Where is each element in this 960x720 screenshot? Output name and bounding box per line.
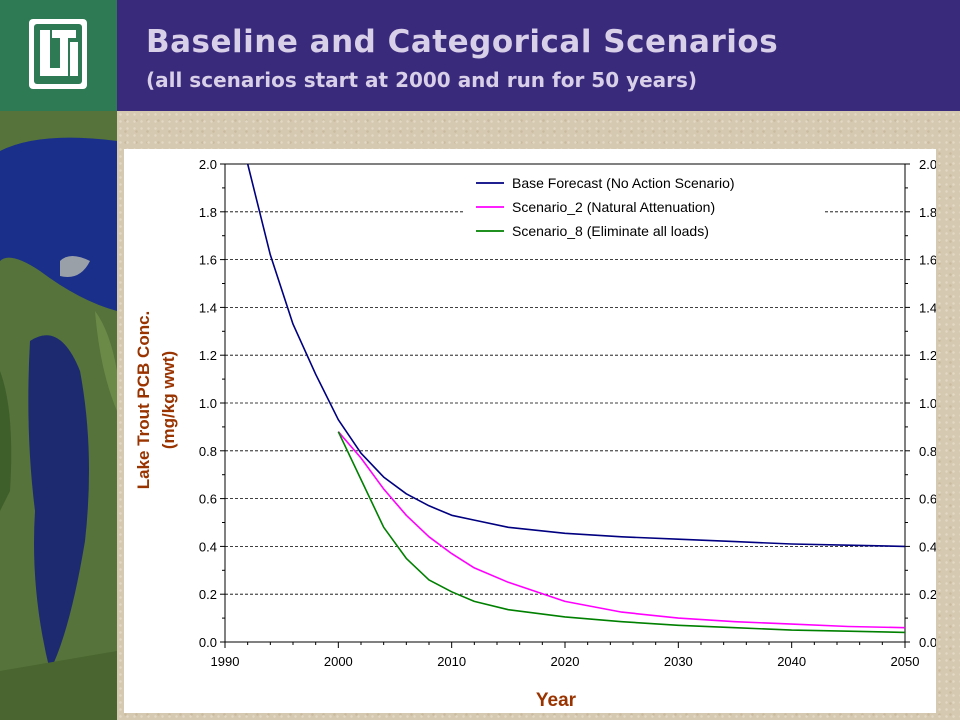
slide-subtitle: (all scenarios start at 2000 and run for… [146,68,698,92]
y-tick-label-left: 0.4 [199,539,217,554]
x-tick-label: 2040 [777,654,806,669]
series-line-3 [337,431,906,634]
y-axis-label-line1: Lake Trout PCB Conc. [134,311,153,490]
y-tick-label-left: 0.6 [199,492,217,507]
y-tick-label-right: 1.6 [919,253,936,268]
y-tick-label-right: 0.8 [919,444,936,459]
y-tick-label-left: 1.0 [199,396,217,411]
y-tick-label-right: 0.0 [919,635,936,650]
y-tick-label-right: 1.8 [919,205,936,220]
y-axis-label-line2: (mg/kg wwt) [159,351,178,449]
line-chart: 0.0 0.0 0.2 0.2 0.4 0.4 0.6 0.6 0.8 0.8 1.0 1.0 1.2 1… [134,157,937,711]
x-tick-label: 2010 [437,654,466,669]
x-tick-label: 2020 [551,654,580,669]
y-tick-label-left: 2.0 [199,157,217,172]
legend-label-3: Scenario_8 (Eliminate all loads) [512,223,709,239]
y-tick-label-left: 0.2 [199,587,217,602]
slide-title: Baseline and Categorical Scenarios [146,24,779,60]
y-tick-label-right: 2.0 [919,157,936,172]
y-tick-label-left: 0.8 [199,444,217,459]
y-tick-label-left: 1.4 [199,300,217,315]
y-tick-label-right: 0.6 [919,492,936,507]
slide-header [0,0,960,111]
y-tick-label-left: 1.2 [199,348,217,363]
series-line-2 [337,431,906,629]
satellite-image [0,111,117,720]
x-tick-label: 2050 [891,654,920,669]
lti-logo [0,0,117,111]
x-axis-label: Year [536,690,577,711]
y-tick-label-right: 1.2 [919,348,936,363]
legend-label-2: Scenario_2 (Natural Attenuation) [512,199,715,215]
y-tick-label-left: 1.6 [199,253,217,268]
legend-label-1: Base Forecast (No Action Scenario) [512,175,735,191]
x-tick-label: 2030 [664,654,693,669]
lti-logo-icon [29,19,87,89]
y-tick-label-right: 1.4 [919,300,936,315]
x-tick-label: 2000 [324,654,353,669]
y-tick-label-right: 0.2 [919,587,936,602]
y-tick-label-right: 0.4 [919,539,936,554]
y-tick-label-left: 0.0 [199,635,217,650]
x-tick-label: 1990 [211,654,240,669]
y-tick-label-left: 1.8 [199,205,217,220]
y-tick-label-right: 1.0 [919,396,936,411]
chart-panel: 0.0 0.0 0.2 0.2 0.4 0.4 0.6 0.6 0.8 0.8 1.0 1.0 1.2 1… [124,149,937,713]
legend-box [464,171,824,249]
series-line-1 [246,163,906,548]
